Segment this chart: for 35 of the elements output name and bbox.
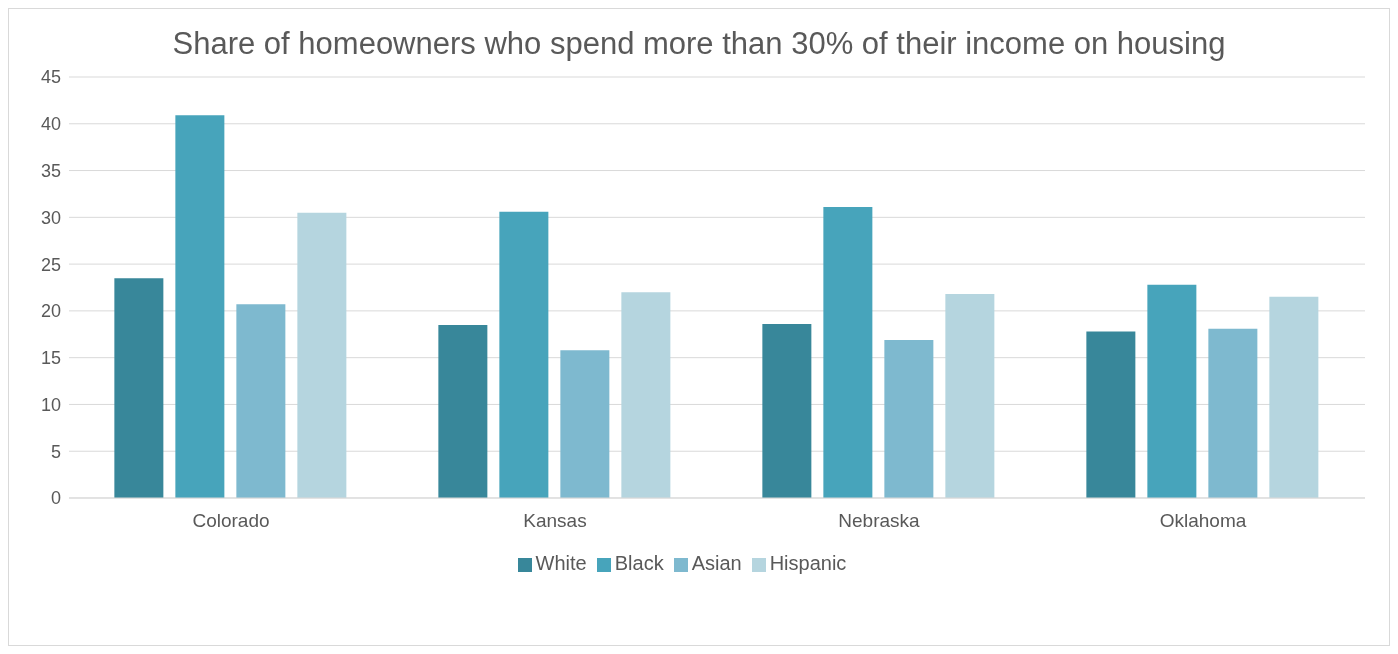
bar xyxy=(1147,284,1197,498)
bar xyxy=(884,339,934,498)
bar xyxy=(175,115,225,498)
x-tick-label: Colorado xyxy=(192,510,270,532)
bar xyxy=(1269,296,1319,498)
bar xyxy=(762,323,812,498)
y-tick-label: 5 xyxy=(50,441,61,462)
bar xyxy=(114,278,164,498)
y-tick-label: 45 xyxy=(40,67,61,88)
legend-label: White xyxy=(535,552,587,574)
bar xyxy=(823,207,873,498)
chart-title: Share of homeowners who spend more than 30% of their income on housing xyxy=(171,25,1227,63)
y-tick-label: 10 xyxy=(40,394,61,415)
y-tick-label: 30 xyxy=(40,207,61,228)
x-tick-label: Nebraska xyxy=(838,510,921,532)
bar xyxy=(297,212,347,498)
x-tick-label: Oklahoma xyxy=(1159,510,1247,532)
bar xyxy=(438,324,488,498)
bar xyxy=(621,292,671,498)
bar xyxy=(945,294,995,498)
y-tick-label: 25 xyxy=(40,254,61,275)
y-tick-label: 15 xyxy=(40,348,61,369)
bar xyxy=(560,350,610,498)
bar xyxy=(1086,331,1136,498)
legend-label: Asian xyxy=(691,552,742,574)
x-tick-label: Kansas xyxy=(523,510,587,532)
y-tick-label: 0 xyxy=(50,488,61,509)
bar xyxy=(499,211,549,498)
y-tick-label: 35 xyxy=(40,160,61,181)
legend-label: Hispanic xyxy=(769,552,847,574)
y-tick-label: 20 xyxy=(40,301,61,322)
bar xyxy=(236,304,286,498)
bar xyxy=(1208,328,1258,498)
legend-label: Black xyxy=(614,552,664,574)
y-tick-label: 40 xyxy=(40,114,61,135)
